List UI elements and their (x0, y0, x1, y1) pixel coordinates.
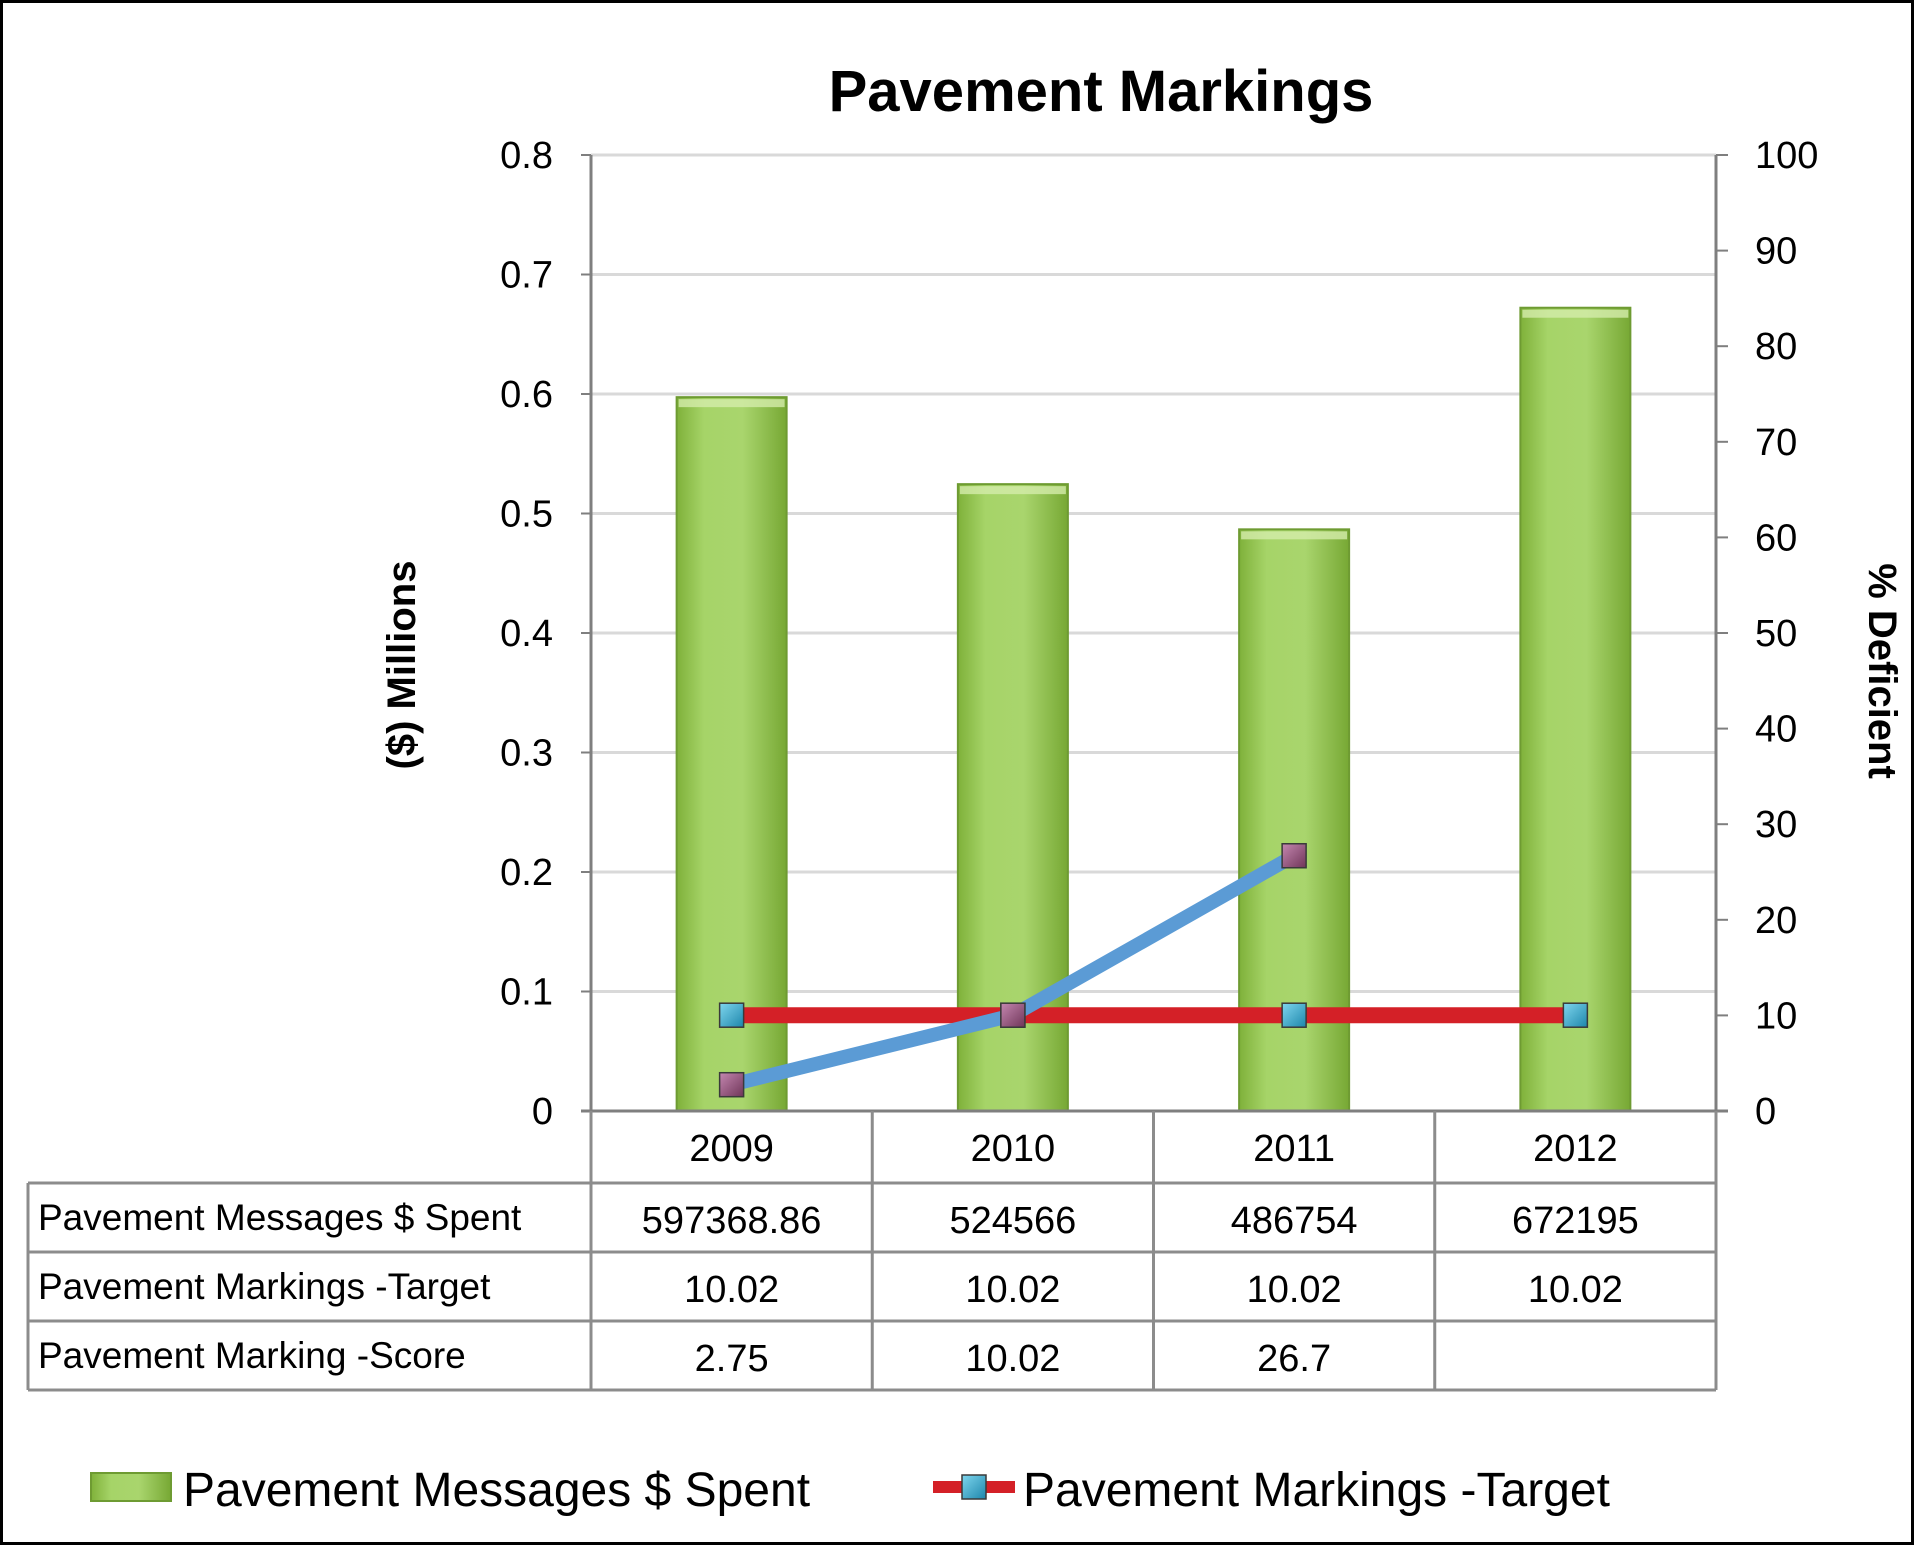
table-cell-value: 524566 (949, 1200, 1076, 1242)
category-label: 2011 (1253, 1128, 1335, 1170)
bar-highlight (959, 486, 1066, 495)
right-axis-ticks: 0 10 20 30 40 50 60 70 80 90 100 (1716, 135, 1818, 1133)
y2-tick-label: 70 (1755, 422, 1797, 464)
y2-tick-label: 90 (1755, 231, 1797, 273)
legend-swatch-marker (961, 1474, 987, 1500)
legend-label: Pavement Markings -Target (1023, 1464, 1610, 1517)
y-tick-label: 0.7 (500, 255, 553, 297)
table-cell-value: 10.02 (1247, 1269, 1342, 1311)
y-tick-label: 0.5 (500, 494, 553, 536)
y-tick-label: 0.2 (500, 852, 553, 894)
y2-tick-label: 0 (1755, 1091, 1776, 1133)
y2-tick-label: 80 (1755, 326, 1797, 368)
score-marker (1281, 842, 1307, 869)
category-label: 2012 (1533, 1128, 1618, 1170)
category-label: 2010 (971, 1128, 1056, 1170)
y2-tick-label: 20 (1755, 900, 1797, 942)
bar-highlight (678, 399, 785, 408)
target-marker (1281, 1002, 1307, 1028)
table-cell-value: 486754 (1231, 1200, 1358, 1242)
table-cell-value: 10.02 (965, 1269, 1060, 1311)
y-axis-label: ($) Millions (380, 561, 424, 770)
legend-label: Pavement Messages $ Spent (183, 1464, 810, 1517)
y2-tick-label: 40 (1755, 709, 1797, 751)
y-tick-label: 0.4 (500, 613, 553, 655)
y2-tick-label: 30 (1755, 804, 1797, 846)
y2-tick-label: 100 (1755, 135, 1818, 177)
target-marker (718, 1002, 745, 1028)
table-cell-value: 597368.86 (642, 1200, 822, 1242)
data-table: 2009 2010 2011 2012 Pavement Messages $ Spen… (26, 1111, 1718, 1392)
table-cell-value: 2.75 (695, 1338, 769, 1380)
bar-highlight (1522, 309, 1629, 318)
score-marker (1000, 1002, 1026, 1028)
table-cell-value: 26.7 (1257, 1338, 1331, 1380)
table-cell-value: 10.02 (1528, 1269, 1623, 1311)
table-cell-value: 10.02 (684, 1269, 779, 1311)
table-row-label: Pavement Markings -Target (38, 1266, 491, 1307)
y-tick-label: 0.1 (500, 972, 553, 1014)
legend: Pavement Messages $ Spent Pavement Markin… (90, 1464, 1610, 1517)
bar (1519, 306, 1632, 1112)
category-label: 2009 (689, 1128, 774, 1170)
y2-tick-label: 50 (1755, 613, 1797, 655)
left-axis-ticks: 0 0.1 0.2 0.3 0.4 0.5 0.6 0.7 0.8 (500, 135, 591, 1133)
table-row-label: Pavement Marking -Score (38, 1335, 466, 1376)
table-cell-value: 10.02 (965, 1338, 1060, 1380)
y-tick-label: 0.3 (500, 733, 553, 775)
y-tick-label: 0.8 (500, 135, 553, 177)
line-series (718, 842, 1589, 1098)
y-tick-label: 0.6 (500, 374, 553, 416)
table-cell-value: 672195 (1512, 1200, 1639, 1242)
y2-tick-label: 60 (1755, 517, 1797, 559)
y-tick-label: 0 (532, 1091, 553, 1133)
bar-series (675, 306, 1632, 1112)
y2-tick-label: 10 (1755, 995, 1797, 1037)
bar-highlight (1241, 531, 1348, 540)
score-marker (718, 1071, 745, 1098)
bar (675, 396, 788, 1112)
chart-svg: Pavement Markings 0 0.1 0.2 0.3 0.4 0.5 0.6 0.7… (26, 59, 1904, 1517)
table-row-label: Pavement Messages $ Spent (38, 1197, 522, 1238)
target-marker (1562, 1002, 1589, 1028)
chart-title: Pavement Markings (829, 59, 1374, 124)
y2-axis-label: % Deficient (1860, 563, 1904, 779)
legend-swatch-bar (90, 1472, 172, 1502)
